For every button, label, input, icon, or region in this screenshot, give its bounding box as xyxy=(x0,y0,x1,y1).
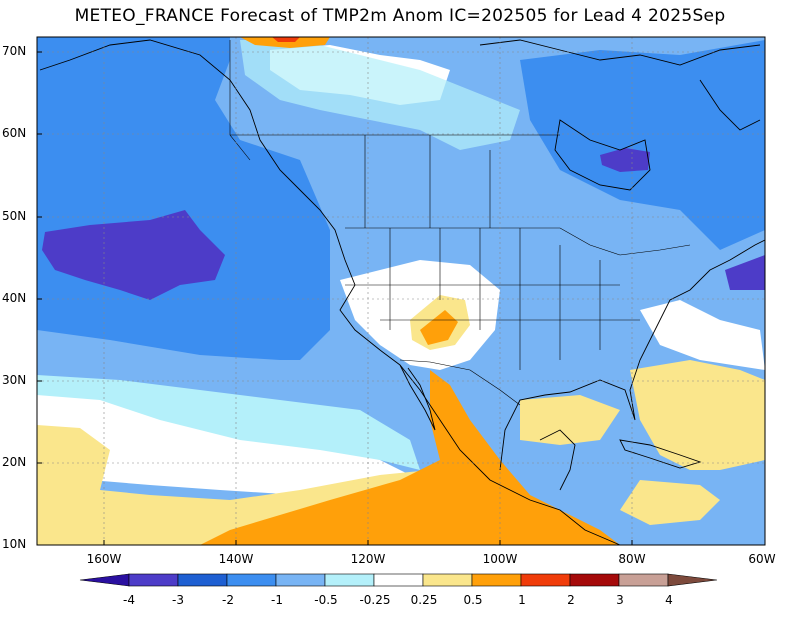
xtick-60w: 60W xyxy=(748,552,776,566)
colorbar-segment xyxy=(373,573,424,587)
coastline-alaska-canada xyxy=(39,39,621,546)
coastline-arctic-islands xyxy=(479,39,761,66)
colorbar-segment xyxy=(471,573,522,587)
border-us-states xyxy=(345,228,640,370)
colorbar xyxy=(79,573,718,587)
shade-dark-blue-pacific xyxy=(42,210,225,300)
shade-yellow-atlantic xyxy=(630,360,765,470)
colorbar-label: -2 xyxy=(222,593,234,607)
gridlines xyxy=(37,37,765,545)
colorbar-segment xyxy=(618,573,669,587)
colorbar-label: -0.25 xyxy=(359,593,391,607)
ytick-30n: 30N xyxy=(2,373,27,387)
coastline-hudson xyxy=(554,119,651,191)
ytick-50n: 50N xyxy=(2,209,27,223)
coastline-gulf xyxy=(499,239,766,471)
colorbar-label: 0.25 xyxy=(410,593,438,607)
colorbar-segment xyxy=(569,573,620,587)
coastline-yucatan xyxy=(539,429,576,491)
shade-orange-mexico xyxy=(200,370,620,545)
colorbar-arrow-low xyxy=(79,573,130,587)
anomaly-field xyxy=(37,37,765,545)
shade-orange-arctic xyxy=(240,37,330,48)
colorbar-segment xyxy=(226,573,277,587)
xtick-marks xyxy=(103,540,766,545)
shade-yellow-gulf xyxy=(520,395,620,445)
colorbar-label: -3 xyxy=(172,593,184,607)
chart-title: METEO_FRANCE Forecast of TMP2m Anom IC=2… xyxy=(74,6,726,26)
colorbar-arrow-high xyxy=(667,573,718,587)
ytick-40n: 40N xyxy=(2,291,27,305)
colorbar-segment xyxy=(177,573,228,587)
xtick-80w: 80W xyxy=(618,552,646,566)
coastline-cuba xyxy=(619,439,702,469)
colorbar-label: 4 xyxy=(665,593,673,607)
ytick-60n: 60N xyxy=(2,126,27,140)
ytick-marks xyxy=(37,51,42,546)
shade-neutral-band xyxy=(37,395,420,500)
colorbar-label: 3 xyxy=(616,593,624,607)
xtick-140w: 140W xyxy=(218,552,254,566)
shade-orange-southwest xyxy=(420,310,458,345)
colorbar-segment xyxy=(128,573,179,587)
border-canada-provinces xyxy=(230,134,560,228)
colorbar-segment xyxy=(520,573,571,587)
ytick-70n: 70N xyxy=(2,44,27,58)
shade-blue-pacific-south xyxy=(37,330,360,415)
shade-cyan-band xyxy=(37,375,420,470)
xtick-100w: 100W xyxy=(482,552,518,566)
shade-dark-blue-hudson xyxy=(600,148,650,172)
xtick-120w: 120W xyxy=(350,552,386,566)
colorbar-segment xyxy=(422,573,473,587)
shade-mid-blue-ne xyxy=(520,40,765,250)
colorbar-label: -4 xyxy=(123,593,135,607)
political-borders xyxy=(229,40,691,406)
coastlines xyxy=(39,39,766,546)
shade-red-arctic xyxy=(272,37,300,42)
border-us-canada xyxy=(345,227,691,256)
colorbar-segment xyxy=(324,573,375,587)
axis-ticks xyxy=(37,51,766,546)
colorbar-label: -0.5 xyxy=(314,593,338,607)
coastline-greenland xyxy=(699,79,761,131)
shade-cyan-canada xyxy=(240,40,520,150)
border-us-mexico xyxy=(399,359,521,406)
colorbar-label: 0.5 xyxy=(463,593,483,607)
ytick-20n: 20N xyxy=(2,455,27,469)
colorbar-segment xyxy=(275,573,326,587)
xtick-160w: 160W xyxy=(86,552,122,566)
shade-yellow-caribbean xyxy=(620,480,720,525)
colorbar-label: 2 xyxy=(567,593,575,607)
ytick-10n: 10N xyxy=(2,537,27,551)
shade-neutral-us-east xyxy=(640,300,765,370)
shade-dark-blue-atlantic xyxy=(725,255,765,290)
colorbar-label: -1 xyxy=(271,593,283,607)
colorbar-label: 1 xyxy=(518,593,526,607)
plot-frame xyxy=(36,36,766,546)
coastline-baja xyxy=(399,364,436,431)
